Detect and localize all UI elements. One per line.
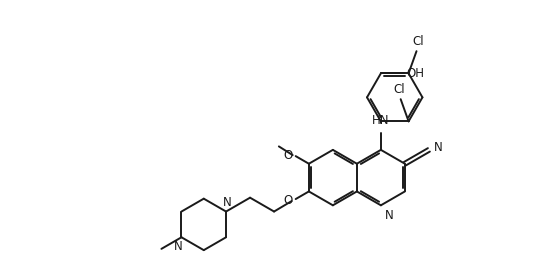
Text: N: N: [223, 196, 231, 209]
Text: OH: OH: [406, 67, 424, 80]
Text: N: N: [434, 141, 443, 154]
Text: Cl: Cl: [412, 35, 424, 48]
Text: HN: HN: [372, 114, 390, 127]
Text: N: N: [385, 209, 393, 222]
Text: O: O: [283, 193, 293, 207]
Text: Cl: Cl: [393, 83, 404, 96]
Text: O: O: [283, 149, 293, 162]
Text: N: N: [174, 240, 183, 253]
